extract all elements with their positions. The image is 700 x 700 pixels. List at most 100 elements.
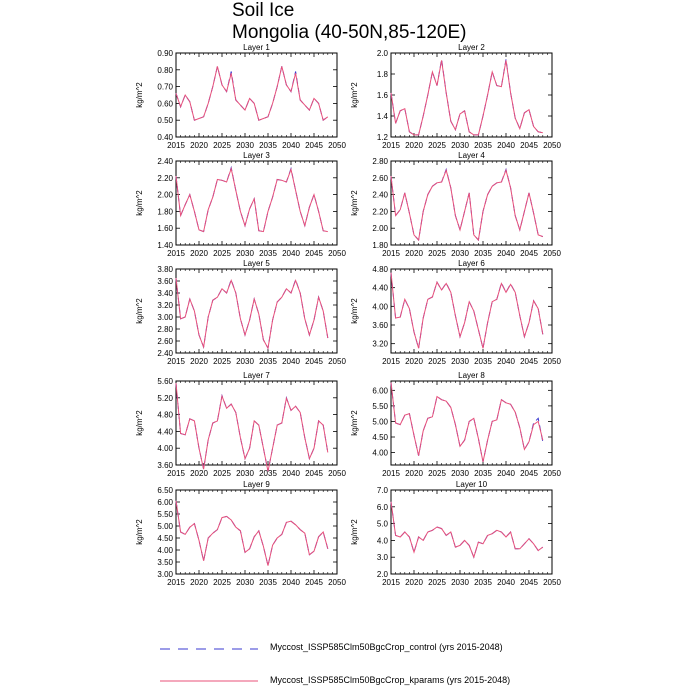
series-kparams-line [175,66,329,122]
x-tick-label: 2035 [474,357,492,366]
x-tick-label: 2040 [497,249,515,258]
x-tick-label: 2045 [520,141,538,150]
x-tick-label: 2045 [305,469,323,478]
y-tick-label: 6.00 [157,498,173,507]
x-tick-label: 2025 [213,578,231,587]
x-tick-label: 2045 [305,141,323,150]
x-tick-label: 2020 [190,469,208,478]
y-tick-label: 4.00 [157,444,173,453]
x-tick-label: 2020 [405,469,423,478]
panel-layer-7: Layer 7 kg/m^2 2015 2020 2025 2030 2035 2040 204… [135,371,346,478]
x-tick-label: 2040 [497,141,515,150]
x-tick-label: 2030 [236,249,254,258]
series-kparams-line [175,500,329,566]
x-tick-label: 2030 [451,357,469,366]
y-tick-label: 1.2 [377,133,389,142]
x-tick-label: 2020 [190,578,208,587]
y-tick-label: 1.4 [377,112,389,121]
panel-title: Layer 1 [243,43,270,52]
x-tick-label: 2030 [451,141,469,150]
panel-title: Layer 5 [243,259,270,268]
x-tick-label: 2040 [282,249,300,258]
y-tick-label: 3.00 [157,313,173,322]
x-tick-label: 2030 [236,141,254,150]
x-tick-label: 2025 [428,141,446,150]
y-tick-label: 3.60 [372,321,388,330]
x-tick-label: 2040 [282,357,300,366]
x-tick-label: 2035 [474,469,492,478]
x-tick-label: 2015 [167,141,185,150]
x-tick-label: 2050 [543,578,561,587]
x-tick-label: 2045 [520,357,538,366]
x-tick-label: 2050 [543,357,561,366]
x-tick-label: 2020 [405,141,423,150]
x-tick-label: 2035 [259,578,277,587]
chart-title-line2: Mongolia (40-50N,85-120E) [232,22,467,43]
chart-title-line1: Soil Ice [232,0,295,21]
y-tick-label: 4.0 [377,536,389,545]
x-tick-label: 2020 [405,357,423,366]
series-kparams-line [175,383,329,472]
panel-layer-6: Layer 6 kg/m^2 2015 2020 2025 2030 2035 2040 204… [350,259,561,366]
y-axis-label: kg/m^2 [350,190,359,216]
series-control-line [175,277,329,350]
x-tick-label: 2045 [305,249,323,258]
y-tick-label: 4.00 [157,546,173,555]
x-tick-label: 2015 [382,469,400,478]
plot-frame [175,160,338,246]
y-axis-label: kg/m^2 [350,82,359,108]
y-tick-label: 4.40 [157,427,173,436]
plot-frame [175,268,338,354]
y-axis-label: kg/m^2 [135,190,144,216]
y-tick-label: 2.60 [157,337,173,346]
x-tick-label: 2040 [282,578,300,587]
series-control-line [175,383,329,472]
x-tick-label: 2030 [236,469,254,478]
y-tick-label: 5.60 [157,377,173,386]
y-tick-label: 3.60 [157,461,173,470]
y-tick-label: 1.8 [377,70,389,79]
y-axis-label: kg/m^2 [135,82,144,108]
x-tick-label: 2035 [259,141,277,150]
y-tick-label: 1.40 [157,241,173,250]
x-tick-label: 2025 [428,357,446,366]
plot-frame [175,489,338,575]
x-tick-label: 2040 [282,141,300,150]
x-tick-label: 2030 [236,578,254,587]
y-tick-label: 2.20 [157,174,173,183]
y-axis-label: kg/m^2 [350,519,359,545]
y-axis-label: kg/m^2 [350,410,359,436]
panel-title: Layer 4 [458,151,485,160]
x-tick-label: 2040 [497,469,515,478]
x-tick-label: 2025 [428,469,446,478]
series-kparams-line [175,166,328,233]
y-tick-label: 0.70 [157,83,173,92]
series-kparams-line [390,60,543,136]
y-tick-label: 6.00 [372,386,388,395]
x-tick-label: 2040 [282,469,300,478]
x-tick-label: 2020 [190,357,208,366]
y-tick-label: 6.0 [377,503,389,512]
x-tick-label: 2050 [328,469,346,478]
y-axis-label: kg/m^2 [135,519,144,545]
y-tick-label: 0.60 [157,99,173,108]
y-tick-label: 3.00 [157,570,173,579]
y-tick-label: 3.20 [157,301,173,310]
x-tick-label: 2020 [190,141,208,150]
panel-title: Layer 2 [458,43,485,52]
y-tick-label: 3.50 [157,558,173,567]
x-tick-label: 2015 [382,249,400,258]
series-kparams-line [390,501,544,559]
y-tick-label: 3.60 [157,277,173,286]
y-tick-label: 5.50 [372,402,388,411]
x-tick-label: 2025 [213,249,231,258]
y-tick-label: 0.80 [157,66,173,75]
panel-layer-5: Layer 5 kg/m^2 2015 2020 2025 2030 2035 2040 204… [135,259,346,366]
y-tick-label: 4.80 [372,265,388,274]
x-tick-label: 2050 [543,141,561,150]
plot-frame [390,52,553,138]
y-tick-label: 0.90 [157,49,173,58]
y-tick-label: 4.00 [372,302,388,311]
y-tick-label: 2.60 [372,174,388,183]
